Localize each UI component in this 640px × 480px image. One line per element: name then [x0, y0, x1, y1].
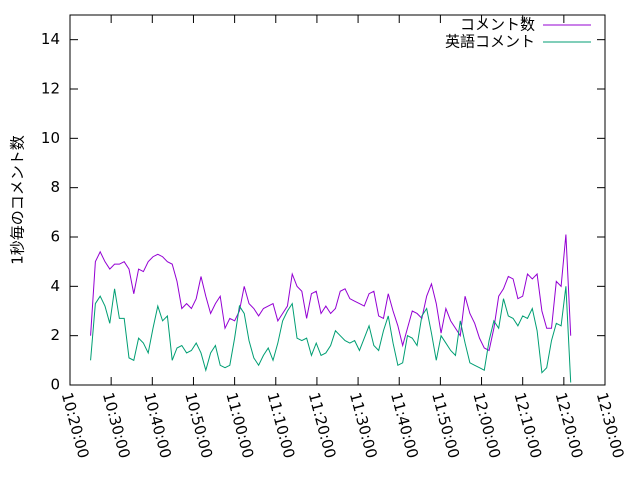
x-tick-label: 11:10:00	[264, 391, 299, 461]
y-tick-label: 8	[50, 178, 60, 196]
x-tick-label: 12:10:00	[510, 391, 545, 461]
series-line	[90, 234, 572, 352]
x-tick-label: 11:40:00	[387, 391, 422, 461]
y-tick-label: 10	[41, 129, 60, 147]
x-tick-label: 11:20:00	[305, 391, 340, 461]
x-tick-label: 10:20:00	[58, 391, 93, 461]
x-tick-label: 11:50:00	[428, 391, 463, 461]
plot-border	[69, 14, 606, 386]
x-tick-label: 10:30:00	[99, 391, 134, 461]
x-tick-label: 11:00:00	[222, 391, 257, 461]
y-tick-label: 2	[50, 326, 60, 344]
x-tick-label: 12:30:00	[593, 391, 628, 461]
y-axis-label: 1秒毎のコメント数	[9, 135, 27, 265]
y-tick-label: 6	[50, 228, 60, 246]
legend-label: コメント数	[460, 16, 535, 34]
x-tick-label: 10:50:00	[181, 391, 216, 461]
y-tick-label: 0	[50, 376, 60, 394]
x-tick-label: 11:30:00	[346, 391, 381, 461]
y-tick-label: 4	[50, 277, 60, 295]
series-line	[90, 286, 572, 383]
y-tick-label: 12	[41, 80, 60, 98]
legend-label: 英語コメント	[445, 33, 535, 51]
x-tick-label: 12:00:00	[469, 391, 504, 461]
x-tick-label: 12:20:00	[552, 391, 587, 461]
x-tick-label: 10:40:00	[140, 391, 175, 461]
y-tick-label: 14	[41, 30, 60, 48]
